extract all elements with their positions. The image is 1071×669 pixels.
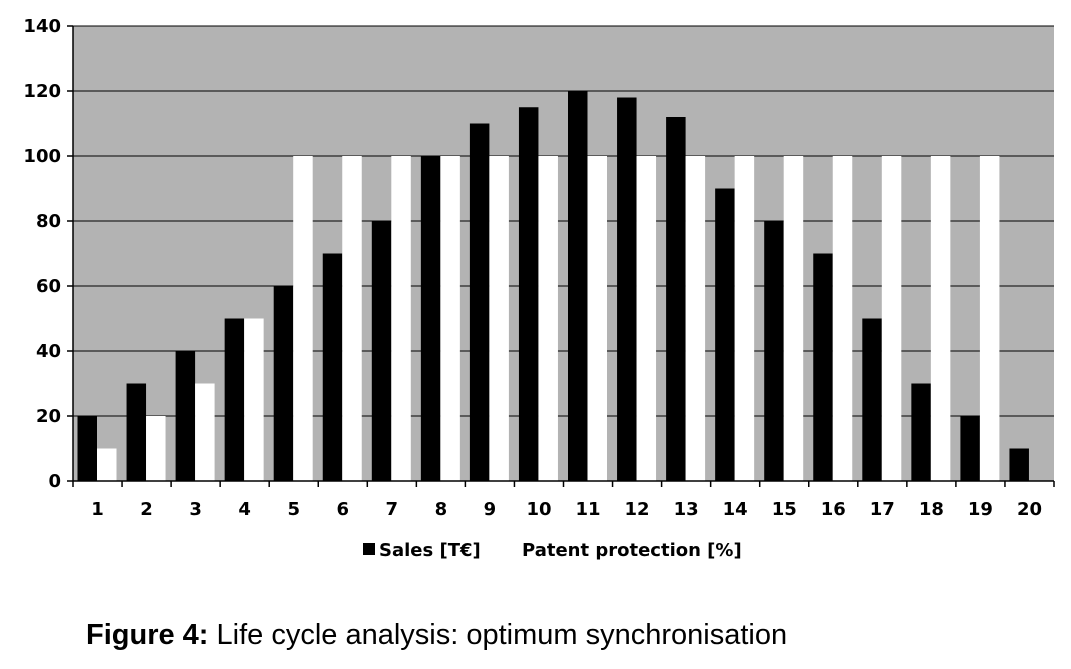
bar-sales xyxy=(960,416,980,481)
x-tick-label: 18 xyxy=(919,499,944,520)
y-tick-label: 0 xyxy=(48,471,61,492)
plot-area xyxy=(73,26,1054,481)
x-tick-label: 15 xyxy=(772,499,797,520)
bar-patent-protection xyxy=(734,156,755,481)
figure-label: Figure 4: xyxy=(86,619,209,651)
bars xyxy=(77,91,1029,481)
x-tick-label: 12 xyxy=(625,499,650,520)
bar-patent-protection xyxy=(97,448,117,481)
y-tick-label: 140 xyxy=(23,16,61,37)
bar-sales xyxy=(1009,448,1029,481)
x-tick-label: 10 xyxy=(526,499,551,520)
bar-sales xyxy=(568,91,588,481)
bar-patent-protection xyxy=(146,416,166,481)
bar-sales xyxy=(371,221,392,481)
bar-patent-protection xyxy=(391,156,411,481)
bar-sales xyxy=(224,318,245,481)
bar-sales xyxy=(518,107,539,481)
bar-sales xyxy=(911,383,931,481)
bar-sales xyxy=(77,416,97,481)
x-tick-label: 2 xyxy=(140,499,153,520)
x-tick-label: 9 xyxy=(484,499,497,520)
x-tick-label: 17 xyxy=(870,499,895,520)
y-tick-labels: 0 20 40 60 80 100 120 140 xyxy=(23,16,61,492)
bar-sales xyxy=(322,253,343,481)
x-tick-label: 14 xyxy=(723,499,748,520)
bar-patent-protection xyxy=(881,156,902,481)
bar-sales xyxy=(715,188,735,481)
legend-swatch-sales xyxy=(363,543,375,555)
bar-patent-protection xyxy=(489,156,509,481)
x-tick-label: 16 xyxy=(821,499,846,520)
bar-patent-protection xyxy=(587,156,607,481)
legend-swatch-patent-protection xyxy=(506,543,518,555)
bar-sales xyxy=(126,383,147,481)
y-tick-label: 120 xyxy=(23,81,61,102)
bar-sales xyxy=(813,253,833,481)
y-tick-label: 80 xyxy=(36,211,61,232)
bar-sales xyxy=(469,123,490,481)
bar-patent-protection xyxy=(636,156,657,481)
figure-caption: Figure 4: Life cycle analysis: optimum s… xyxy=(86,619,787,652)
x-tick-label: 5 xyxy=(287,499,300,520)
x-tick-label: 7 xyxy=(386,499,399,520)
x-tick-label: 13 xyxy=(674,499,699,520)
y-tick-label: 100 xyxy=(23,146,61,167)
bar-patent-protection xyxy=(440,156,460,481)
x-tick-label: 11 xyxy=(575,499,600,520)
figure-caption-text: Life cycle analysis: optimum synchronisa… xyxy=(208,619,788,651)
y-tick-label: 40 xyxy=(36,341,61,362)
bar-sales xyxy=(420,156,441,481)
y-tick-label: 20 xyxy=(36,406,61,427)
x-tick-label: 20 xyxy=(1017,499,1042,520)
bar-sales xyxy=(617,97,637,481)
bar-sales xyxy=(666,117,686,481)
bar-patent-protection xyxy=(930,156,951,481)
x-tick-label: 1 xyxy=(91,499,104,520)
legend: Sales [T€] Patent protection [%] xyxy=(363,540,742,561)
bar-patent-protection xyxy=(832,156,853,481)
y-tick-label: 60 xyxy=(36,276,61,297)
bar-patent-protection xyxy=(538,156,558,481)
x-tick-label: 3 xyxy=(189,499,202,520)
bar-patent-protection xyxy=(342,156,362,481)
axes xyxy=(67,25,1055,487)
bar-patent-protection xyxy=(293,156,313,481)
bar-patent-protection xyxy=(783,156,804,481)
bar-sales xyxy=(175,351,196,481)
x-tick-label: 6 xyxy=(337,499,350,520)
bar-sales xyxy=(764,221,784,481)
bar-patent-protection xyxy=(685,156,706,481)
bar-sales xyxy=(862,318,882,481)
bar-patent-protection xyxy=(979,156,1000,481)
x-tick-label: 19 xyxy=(968,499,993,520)
x-tick-label: 4 xyxy=(238,499,251,520)
bar-patent-protection xyxy=(195,383,215,481)
x-tick-label: 8 xyxy=(435,499,448,520)
legend-label-patent-protection: Patent protection [%] xyxy=(522,540,742,561)
legend-label-sales: Sales [T€] xyxy=(379,540,481,561)
bar-sales xyxy=(273,286,294,481)
bar-patent-protection xyxy=(244,318,264,481)
x-tick-labels: 1 2 3 4 5 6 7 8 9 10 11 12 13 14 15 16 17 18 19 20 xyxy=(91,499,1042,520)
